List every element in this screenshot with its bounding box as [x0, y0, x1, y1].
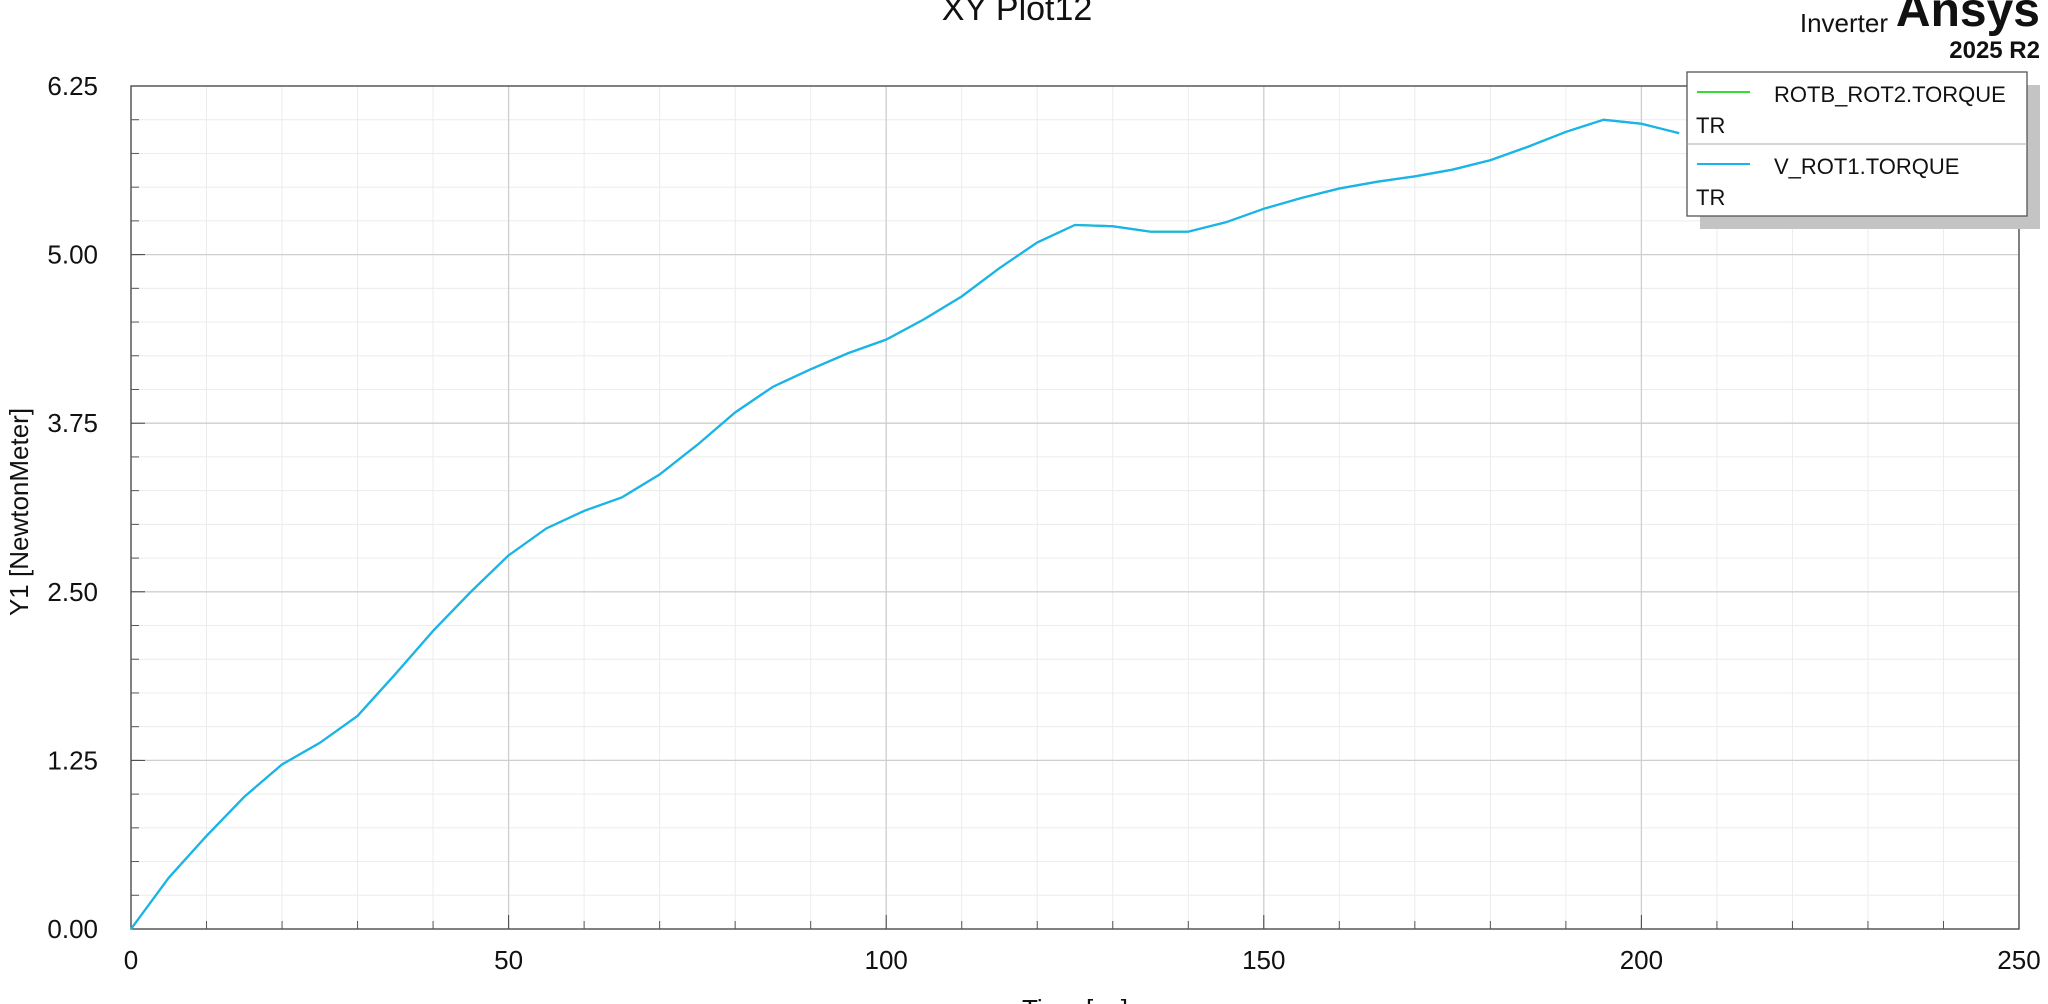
brand-name: Ansys: [1896, 0, 2040, 37]
y-tick-label: 1.25: [47, 745, 98, 775]
legend-context: TR: [1696, 185, 1725, 210]
y-tick-label: 2.50: [47, 577, 98, 607]
x-tick-label: 50: [494, 945, 523, 975]
legend-label: ROTB_ROT2.TORQUE: [1774, 82, 2006, 107]
plot-frame: [130, 85, 2020, 930]
x-axis-label: Time [us]: [1022, 994, 1128, 1004]
series-line: [130, 118, 1680, 930]
y-tick-label: 5.00: [47, 240, 98, 270]
brand-version: 2025 R2: [1949, 37, 2040, 64]
brand-project: Inverter: [1800, 8, 1888, 38]
chart-title: XY Plot12: [942, 0, 1093, 28]
x-tick-label: 150: [1242, 945, 1285, 975]
x-tick-label: 0: [124, 945, 138, 975]
y-tick-label: 6.25: [47, 71, 98, 101]
y-tick-label: 3.75: [47, 408, 98, 438]
y-axis-label: Y1 [NewtonMeter]: [4, 408, 34, 616]
x-tick-label: 100: [865, 945, 908, 975]
y-tick-label: 0.00: [47, 914, 98, 944]
legend-context: TR: [1696, 113, 1725, 138]
legend-label: V_ROT1.TORQUE: [1774, 154, 1959, 179]
x-tick-label: 200: [1620, 945, 1663, 975]
x-tick-label: 250: [1997, 945, 2040, 975]
